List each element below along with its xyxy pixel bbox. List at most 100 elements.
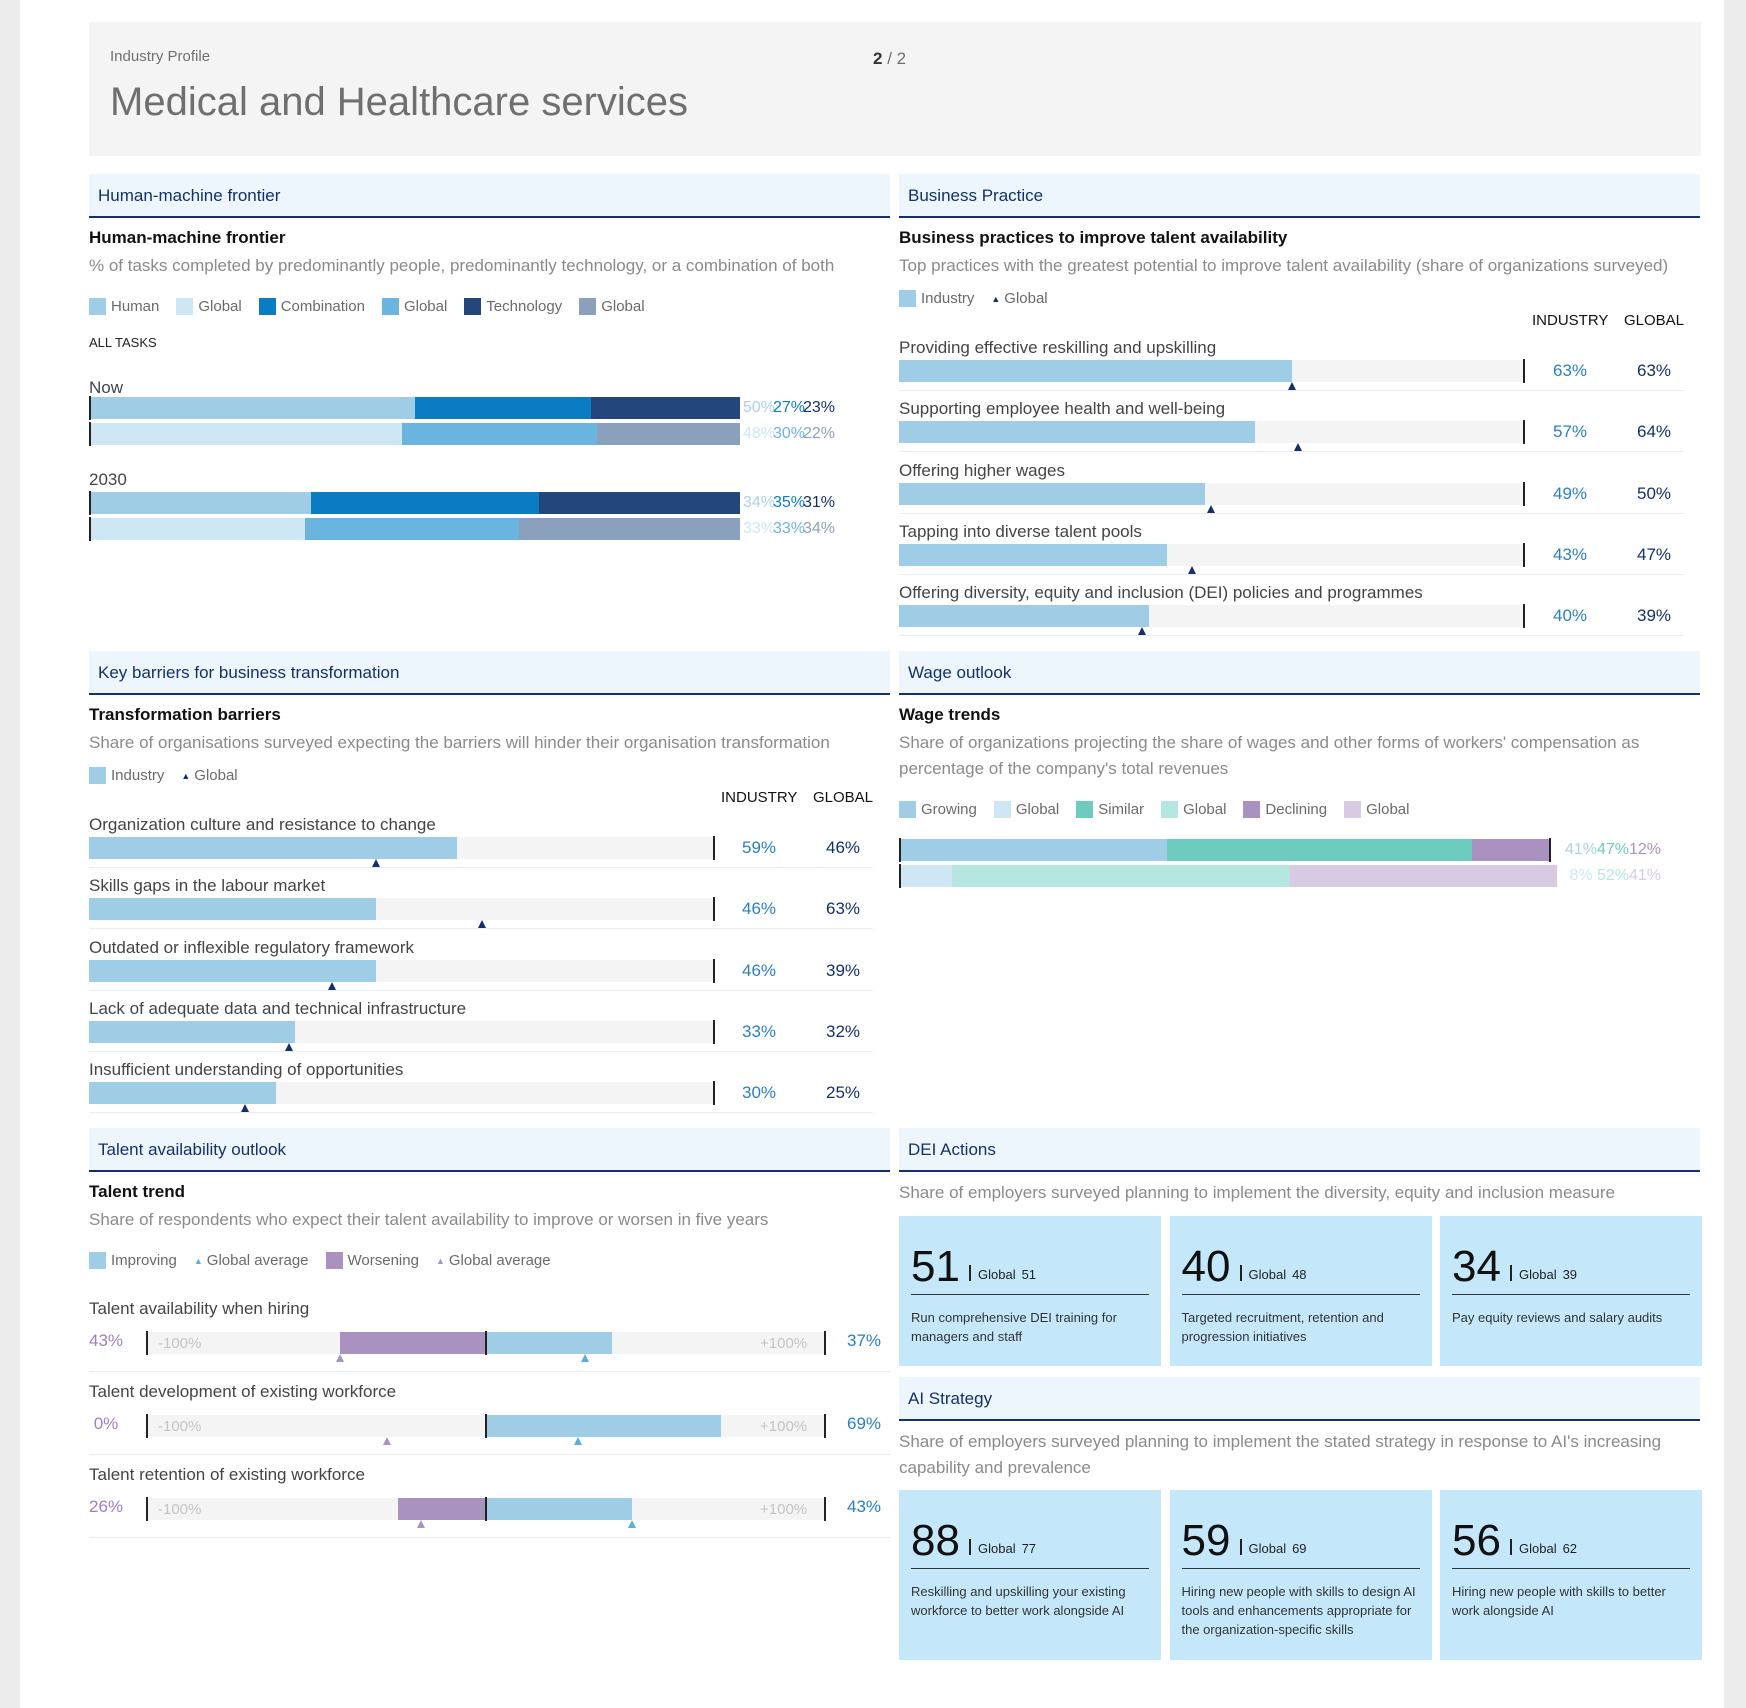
ta-row-divider (89, 1454, 890, 1455)
wo-legend-item: Similar (1076, 801, 1144, 818)
hmf-global-baseline (89, 517, 91, 541)
ai-card-rule (1452, 1568, 1690, 1569)
kb-industry-bar (89, 1082, 277, 1105)
global-value: 51 (1021, 1267, 1037, 1282)
dei-card-separator (1239, 1265, 1242, 1281)
kb-band-label: Key barriers for business transformation (98, 663, 400, 682)
bp-global-marker (1288, 382, 1297, 390)
ai-card-value: 59 (1181, 1516, 1231, 1565)
ta-improving-value: 37% (846, 1331, 882, 1350)
global-value: 69 (1292, 1541, 1307, 1556)
bp-end-tick (1523, 420, 1525, 445)
page-separator: / (887, 49, 892, 68)
dei-band: DEI Actions (899, 1128, 1700, 1172)
ta-worsening-value: 43% (88, 1331, 124, 1350)
triangle-marker-icon: ▲ (193, 1255, 203, 1266)
hmf-value-label: 35% (772, 494, 806, 511)
legend-label: Similar (1098, 801, 1145, 818)
wo-legend-item: Declining (1243, 801, 1327, 818)
wo-value-label: 8% (1569, 867, 1593, 884)
hmf-value-label: 33% (772, 520, 806, 537)
kb-industry-column-header: INDUSTRY (721, 789, 798, 806)
kb-row-divider (89, 867, 873, 868)
kb-global-column-header: GLOBAL (813, 789, 874, 806)
bp-industry-bar (899, 605, 1149, 628)
bp-category-label: Supporting employee health and well-bein… (899, 399, 1226, 419)
legend-label: Improving (111, 1252, 177, 1269)
triangle-marker-icon: ▲ (991, 293, 1001, 304)
legend-label: Global (194, 767, 238, 784)
hmf-group-label: 2030 (89, 470, 127, 489)
bp-industry-bar (899, 482, 1205, 505)
ai-card-description: Hiring new people with skills to design … (1181, 1584, 1416, 1637)
ai-card: 59 Global 69 Hiring new people with skills … (1169, 1490, 1432, 1660)
bp-category-label: Offering diversity, equity and inclusion… (899, 583, 1423, 603)
ta-chart-subtitle: Share of respondents who expect their ta… (89, 1210, 769, 1229)
ta-chart-title: Talent trend (89, 1182, 186, 1201)
kb-row-divider (89, 1050, 873, 1052)
wo-global-segment (952, 865, 1291, 887)
legend-swatch (89, 767, 106, 784)
ai-card-separator (969, 1539, 971, 1555)
bp-industry-value: 49% (1552, 483, 1588, 503)
ai-card-description: Reskilling and upskilling your existing … (911, 1584, 1126, 1618)
legend-label: Growing (921, 801, 977, 818)
kb-track (89, 837, 713, 859)
ta-improving-value: 69% (846, 1414, 882, 1433)
global-label: Global (1248, 1267, 1287, 1282)
kb-global-value: 25% (825, 1083, 861, 1103)
hmf-global-segment (90, 518, 305, 540)
ta-improving-bar (486, 1332, 612, 1354)
bp-industry-value: 40% (1552, 606, 1588, 626)
kb-row-divider (89, 1112, 873, 1114)
bp-legend: Industry ▲ Global (899, 290, 1065, 307)
legend-swatch (89, 1252, 106, 1269)
kb-end-tick (713, 958, 715, 983)
hmf-legend-item: Technology (464, 298, 562, 315)
page-indicator: 2 / 2 (873, 49, 906, 69)
hmf-industry-segment (415, 397, 591, 419)
kb-industry-bar (89, 837, 458, 859)
ai-card-separator (1510, 1539, 1512, 1555)
legend-label: Industry (111, 767, 165, 784)
bp-end-tick (1523, 542, 1525, 567)
global-label: Global (1519, 1541, 1557, 1556)
ta-improving-bar (486, 1498, 633, 1520)
legend-swatch (899, 290, 916, 307)
triangle-marker-icon: ▲ (181, 770, 191, 781)
kb-category-label: Insufficient understanding of opportunit… (89, 1060, 404, 1080)
ta-global-improving-marker (628, 1520, 637, 1528)
bp-category-label: Providing effective reskilling and upski… (899, 338, 1217, 357)
ta-max-label: +100% (760, 1501, 808, 1518)
hmf-band: Human-machine frontier (89, 174, 890, 218)
kb-row-divider (89, 928, 873, 930)
bp-legend-item: ▲ Global (991, 290, 1047, 307)
ai-card-value: 56 (1452, 1516, 1501, 1565)
wo-band-label: Wage outlook (908, 663, 1012, 682)
hmf-value-label: 33% (742, 520, 776, 537)
report-header: Industry Profile Medical and Healthcare … (89, 22, 1701, 156)
wo-global-baseline (899, 864, 901, 888)
bp-global-value: 64% (1636, 422, 1672, 442)
kb-end-tick (713, 836, 715, 860)
legend-label: Global average (448, 1252, 551, 1269)
ta-row-divider (89, 1537, 890, 1538)
ta-center-tick (485, 1497, 487, 1521)
ta-right-tick (824, 1414, 826, 1438)
global-label: Global (978, 1267, 1016, 1282)
kb-end-tick (713, 1019, 715, 1044)
hmf-legend-item: Human (89, 298, 159, 315)
wo-chart-subtitle: Share of organizations projecting the sh… (899, 733, 1640, 778)
bp-category-label: Tapping into diverse talent pools (899, 521, 1142, 541)
ta-worsening-bar (339, 1332, 486, 1354)
ta-global-worsening-marker (335, 1354, 344, 1362)
kb-chart-title: Transformation barriers (89, 705, 281, 724)
wo-legend-item: Global (993, 801, 1059, 818)
hmf-industry-segment (538, 492, 740, 514)
dei-band-label: DEI Actions (908, 1140, 996, 1159)
legend-swatch (89, 298, 106, 315)
ta-global-improving-marker (573, 1437, 582, 1445)
dei-subtitle: Share of employers surveyed planning to … (899, 1183, 1615, 1202)
global-label: Global (1519, 1267, 1557, 1282)
hmf-value-label: 48% (742, 425, 776, 442)
